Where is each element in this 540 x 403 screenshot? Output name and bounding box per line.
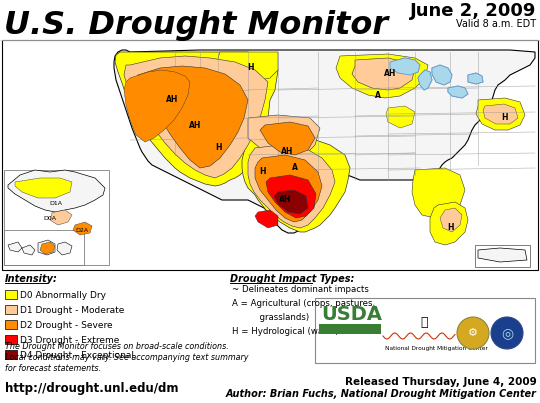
Polygon shape bbox=[15, 178, 72, 198]
Text: A: A bbox=[292, 164, 298, 172]
Polygon shape bbox=[430, 202, 468, 245]
Polygon shape bbox=[412, 168, 465, 218]
Polygon shape bbox=[274, 190, 308, 214]
Polygon shape bbox=[124, 56, 268, 178]
Text: U.S. Drought Monitor: U.S. Drought Monitor bbox=[4, 10, 388, 41]
Polygon shape bbox=[57, 242, 72, 255]
Text: D4 Drought - Exceptional: D4 Drought - Exceptional bbox=[20, 351, 134, 360]
Text: H = Hydrological (water): H = Hydrological (water) bbox=[232, 327, 339, 336]
Text: D2 Drought - Severe: D2 Drought - Severe bbox=[20, 321, 113, 330]
Text: National Drought Mitigation Center: National Drought Mitigation Center bbox=[385, 346, 488, 351]
Text: Author: Brian Fuchs, National Drought Mitigation Center: Author: Brian Fuchs, National Drought Mi… bbox=[226, 389, 537, 399]
Text: USDA: USDA bbox=[321, 305, 382, 324]
Bar bbox=[4, 230, 84, 265]
Polygon shape bbox=[260, 122, 315, 155]
Text: H: H bbox=[215, 143, 221, 152]
Polygon shape bbox=[476, 98, 525, 130]
Polygon shape bbox=[418, 70, 432, 90]
Text: D1A: D1A bbox=[50, 201, 63, 206]
Bar bbox=[2, 40, 538, 270]
Bar bbox=[5, 350, 17, 359]
Text: The Drought Monitor focuses on broad-scale conditions.: The Drought Monitor focuses on broad-sca… bbox=[5, 342, 229, 351]
Polygon shape bbox=[242, 136, 350, 232]
Text: Drought Impact Types:: Drought Impact Types: bbox=[230, 274, 354, 284]
Text: ~ Delineates dominant impacts: ~ Delineates dominant impacts bbox=[232, 285, 369, 294]
Text: D1 Drought - Moderate: D1 Drought - Moderate bbox=[20, 306, 124, 315]
Polygon shape bbox=[468, 73, 483, 84]
Polygon shape bbox=[114, 50, 535, 233]
Polygon shape bbox=[336, 54, 428, 98]
Text: Local conditions may vary. See accompanying text summary: Local conditions may vary. See accompany… bbox=[5, 353, 248, 362]
Polygon shape bbox=[448, 86, 468, 98]
Text: ◎: ◎ bbox=[501, 326, 513, 340]
Polygon shape bbox=[218, 52, 278, 80]
Text: D0A: D0A bbox=[44, 216, 57, 221]
Bar bbox=[5, 320, 17, 329]
Text: June 2, 2009: June 2, 2009 bbox=[410, 2, 536, 20]
Text: H: H bbox=[502, 114, 508, 123]
Polygon shape bbox=[115, 52, 278, 186]
Circle shape bbox=[457, 317, 489, 349]
Circle shape bbox=[491, 317, 523, 349]
Polygon shape bbox=[483, 104, 518, 124]
Bar bbox=[5, 335, 17, 344]
Text: AH: AH bbox=[279, 195, 291, 204]
Text: AH: AH bbox=[189, 120, 201, 129]
Text: AH: AH bbox=[281, 147, 293, 156]
Text: D2A: D2A bbox=[76, 228, 89, 233]
Polygon shape bbox=[38, 240, 55, 255]
Bar bbox=[5, 305, 17, 314]
Text: D3 Drought - Extreme: D3 Drought - Extreme bbox=[20, 336, 119, 345]
Polygon shape bbox=[386, 106, 415, 128]
Polygon shape bbox=[440, 208, 462, 232]
Text: Released Thursday, June 4, 2009: Released Thursday, June 4, 2009 bbox=[345, 377, 537, 387]
Text: AH: AH bbox=[166, 96, 178, 104]
Text: A: A bbox=[375, 91, 381, 100]
Polygon shape bbox=[418, 70, 432, 90]
Polygon shape bbox=[22, 245, 35, 255]
Polygon shape bbox=[468, 73, 483, 84]
Text: H: H bbox=[247, 64, 253, 73]
Polygon shape bbox=[124, 70, 190, 142]
Polygon shape bbox=[266, 175, 316, 218]
Polygon shape bbox=[448, 86, 468, 98]
Polygon shape bbox=[390, 58, 420, 75]
Text: D0 Abnormally Dry: D0 Abnormally Dry bbox=[20, 291, 106, 300]
Polygon shape bbox=[390, 58, 420, 75]
Bar bbox=[4, 170, 109, 265]
Text: A = Agricultural (crops, pastures,: A = Agricultural (crops, pastures, bbox=[232, 299, 375, 308]
Text: H: H bbox=[447, 224, 453, 233]
Polygon shape bbox=[8, 242, 22, 252]
Text: grasslands): grasslands) bbox=[232, 313, 309, 322]
Bar bbox=[475, 245, 530, 267]
Polygon shape bbox=[432, 65, 452, 85]
Polygon shape bbox=[8, 170, 105, 212]
Polygon shape bbox=[73, 222, 92, 235]
Polygon shape bbox=[248, 115, 320, 158]
Text: Intensity:: Intensity: bbox=[5, 274, 58, 284]
Text: for forecast statements.: for forecast statements. bbox=[5, 364, 101, 373]
Polygon shape bbox=[352, 58, 415, 90]
Bar bbox=[319, 324, 381, 334]
Text: http://drought.unl.edu/dm: http://drought.unl.edu/dm bbox=[5, 382, 179, 395]
Text: AH: AH bbox=[384, 69, 396, 79]
Text: Valid 8 a.m. EDT: Valid 8 a.m. EDT bbox=[456, 19, 536, 29]
Text: 🌳: 🌳 bbox=[420, 316, 428, 329]
Polygon shape bbox=[50, 210, 72, 225]
Polygon shape bbox=[255, 155, 322, 222]
Polygon shape bbox=[255, 210, 278, 228]
Text: ⚙: ⚙ bbox=[468, 328, 478, 338]
Polygon shape bbox=[432, 65, 452, 85]
Polygon shape bbox=[40, 242, 55, 254]
Bar bbox=[315, 298, 535, 363]
Polygon shape bbox=[478, 248, 527, 262]
Polygon shape bbox=[136, 66, 248, 168]
Bar bbox=[5, 290, 17, 299]
Text: H: H bbox=[259, 168, 265, 177]
Polygon shape bbox=[248, 145, 335, 228]
